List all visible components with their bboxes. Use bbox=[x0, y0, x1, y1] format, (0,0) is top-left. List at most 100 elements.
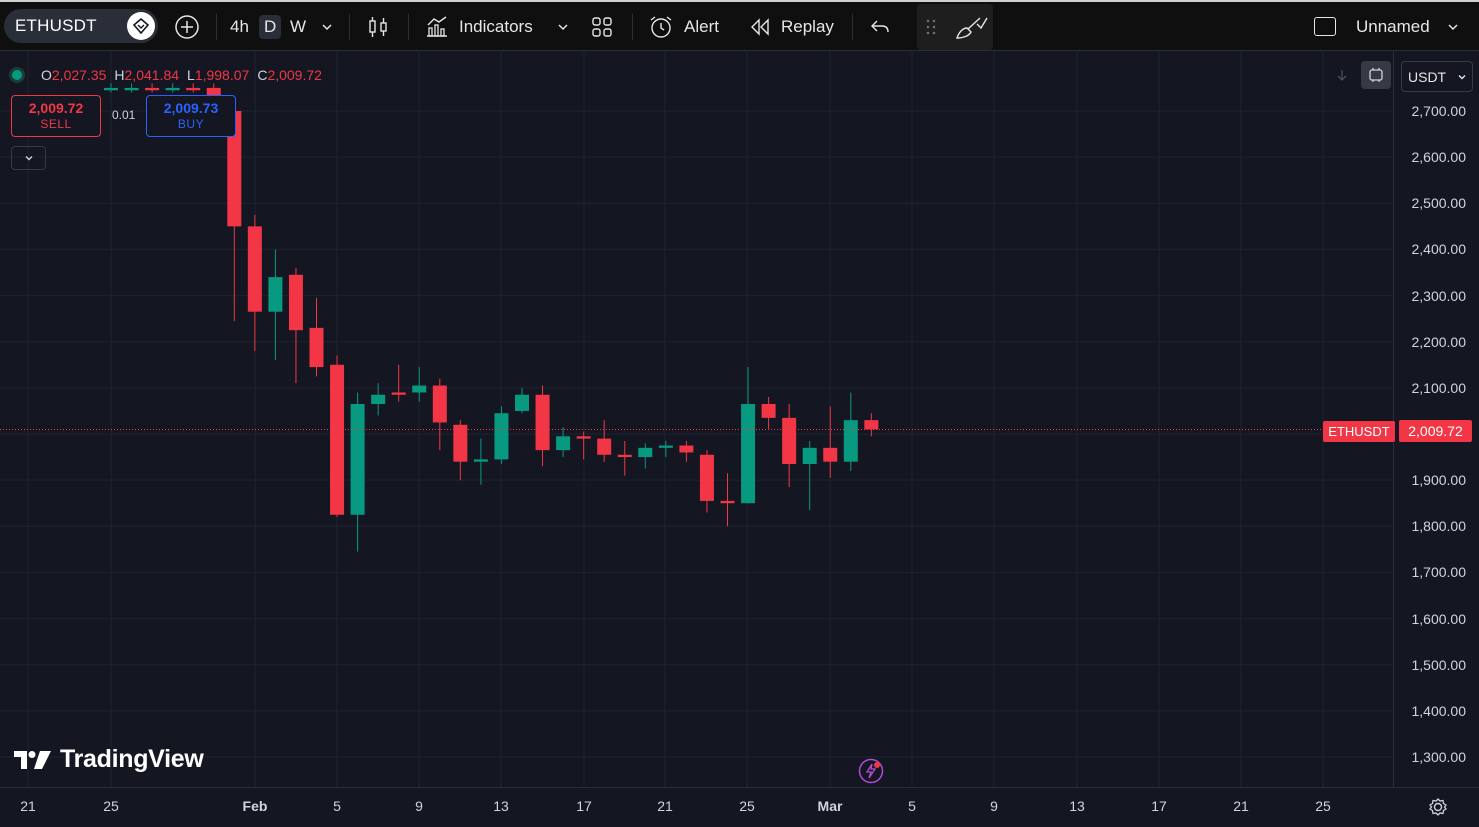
chevron-down-icon bbox=[558, 23, 568, 30]
tradingview-logo[interactable]: TradingView bbox=[14, 745, 204, 774]
chart-settings-button[interactable] bbox=[1428, 797, 1448, 822]
candle-body-up bbox=[515, 394, 529, 411]
candle-body-up bbox=[124, 87, 139, 91]
candle-body-up bbox=[741, 404, 756, 504]
candle-body-up bbox=[412, 385, 427, 393]
chart-type-button[interactable] bbox=[366, 2, 390, 51]
sell-button[interactable]: 2,009.72 SELL bbox=[11, 95, 101, 137]
toolbar-divider bbox=[632, 14, 633, 40]
layout-dropdown[interactable] bbox=[1446, 2, 1460, 51]
toolbar-divider bbox=[216, 14, 217, 40]
collapse-legend-button[interactable] bbox=[11, 146, 46, 170]
gear-icon bbox=[1429, 798, 1447, 816]
low-key: L bbox=[187, 67, 195, 83]
candle-body-down bbox=[391, 392, 406, 395]
candle-body-up bbox=[268, 277, 283, 312]
candle-body-down bbox=[782, 417, 797, 464]
indicators-dropdown[interactable] bbox=[556, 2, 570, 51]
market-status-icon bbox=[12, 70, 22, 80]
candle-body-down bbox=[186, 87, 201, 91]
close-value: 2,009.72 bbox=[267, 67, 322, 83]
chart-plot-area[interactable] bbox=[0, 51, 1393, 787]
close-key: C bbox=[257, 67, 268, 83]
alert-button[interactable]: Alert bbox=[648, 2, 719, 51]
price-axis-label: 2,500.00 bbox=[1411, 195, 1467, 212]
sell-label: SELL bbox=[40, 117, 72, 131]
price-axis-label: 2,300.00 bbox=[1411, 287, 1467, 304]
lightning-icon[interactable] bbox=[858, 758, 884, 784]
chevron-down-icon bbox=[322, 23, 332, 30]
candle-body-down bbox=[720, 500, 735, 504]
high-value: 2,041.84 bbox=[124, 67, 180, 83]
time-axis-label: 21 bbox=[1233, 798, 1249, 814]
replay-button[interactable]: Replay bbox=[748, 2, 834, 51]
chevron-down-icon bbox=[1458, 75, 1466, 80]
candle-body-down bbox=[761, 404, 776, 418]
candle-body-down bbox=[145, 87, 160, 91]
candles-icon bbox=[369, 16, 387, 37]
alarm-clock-icon bbox=[650, 15, 672, 38]
price-axis-label: 1,800.00 bbox=[1411, 518, 1467, 535]
time-axis[interactable]: 21 25 Feb 5 9 13 17 21 25 Mar 5 9 13 17 21 25 bbox=[0, 787, 1479, 827]
undo-icon bbox=[871, 20, 889, 32]
price-axis-label: 1,600.00 bbox=[1411, 610, 1467, 627]
time-axis-label: Mar bbox=[817, 798, 843, 814]
sell-price: 2,009.72 bbox=[28, 100, 84, 116]
tradingview-logo-icon bbox=[14, 750, 51, 769]
indicators-button[interactable]: Indicators bbox=[424, 2, 533, 51]
interval-4h-button[interactable]: 4h bbox=[230, 2, 249, 51]
candle-body-down bbox=[864, 420, 879, 430]
grid-icon bbox=[592, 16, 612, 37]
time-axis-label: 25 bbox=[103, 798, 119, 814]
candlestick-chart bbox=[0, 51, 1393, 787]
candle-body-down bbox=[227, 111, 242, 227]
price-axis[interactable]: 2,700.00 2,600.00 2,500.00 2,400.00 2,300.00… bbox=[1393, 51, 1479, 787]
open-key: O bbox=[41, 67, 52, 83]
interval-d-button[interactable]: D bbox=[259, 2, 282, 51]
undo-button[interactable] bbox=[868, 2, 892, 51]
candle-body-up bbox=[473, 459, 488, 462]
interval-dropdown[interactable] bbox=[320, 2, 334, 51]
checkbox-icon bbox=[1314, 17, 1336, 36]
candle-body-up bbox=[165, 87, 180, 91]
compare-symbol-button[interactable] bbox=[174, 2, 200, 51]
time-axis-label: 25 bbox=[1315, 798, 1331, 814]
low-value: 1,998.07 bbox=[194, 67, 250, 83]
plus-circle-icon bbox=[175, 14, 199, 39]
templates-button[interactable] bbox=[590, 2, 614, 51]
symbol-type-icon[interactable] bbox=[127, 12, 155, 40]
price-axis-label: 2,600.00 bbox=[1411, 149, 1467, 166]
candle-body-up bbox=[638, 447, 653, 458]
chevron-down-icon bbox=[1448, 23, 1458, 30]
time-axis-label: 21 bbox=[657, 798, 673, 814]
auto-scale-button[interactable] bbox=[1361, 61, 1391, 89]
interval-w-button[interactable]: W bbox=[290, 2, 306, 51]
price-axis-label: 2,100.00 bbox=[1411, 379, 1467, 396]
toolbar-divider bbox=[852, 14, 853, 40]
price-axis-label: 2,200.00 bbox=[1411, 333, 1467, 350]
arrow-down-icon bbox=[1337, 70, 1347, 81]
layout-button[interactable]: Unnamed bbox=[1314, 2, 1430, 51]
buy-button[interactable]: 2,009.73 BUY bbox=[146, 95, 236, 137]
candle-body-down bbox=[453, 424, 468, 462]
price-axis-label: 1,500.00 bbox=[1411, 656, 1467, 673]
candle-body-down bbox=[576, 436, 591, 439]
currency-select[interactable]: USDT bbox=[1401, 61, 1473, 92]
layout-name: Unnamed bbox=[1356, 16, 1430, 36]
symbol-search-button[interactable]: ETHUSDT bbox=[4, 9, 158, 43]
price-axis-label: 1,300.00 bbox=[1411, 749, 1467, 765]
time-axis-label: 5 bbox=[908, 798, 916, 814]
scroll-to-realtime-button[interactable] bbox=[1327, 61, 1357, 89]
candle-body-down bbox=[288, 274, 303, 331]
drawing-toolbar-toggle[interactable] bbox=[917, 4, 993, 50]
ohlc-legend: O 2,027.35 H 2,041.84 L 1,998.07 C 2,009.72 bbox=[12, 67, 330, 83]
time-axis-label: 13 bbox=[493, 798, 509, 814]
chevron-down-icon bbox=[25, 156, 32, 161]
buy-price: 2,009.73 bbox=[163, 100, 219, 116]
candle-body-up bbox=[658, 445, 673, 448]
candle-body-up bbox=[104, 87, 118, 91]
order-quantity[interactable]: 0.01 bbox=[112, 108, 136, 122]
candle-body-down bbox=[535, 394, 550, 451]
candle-body-up bbox=[843, 420, 858, 462]
drag-handle-icon bbox=[926, 19, 936, 35]
